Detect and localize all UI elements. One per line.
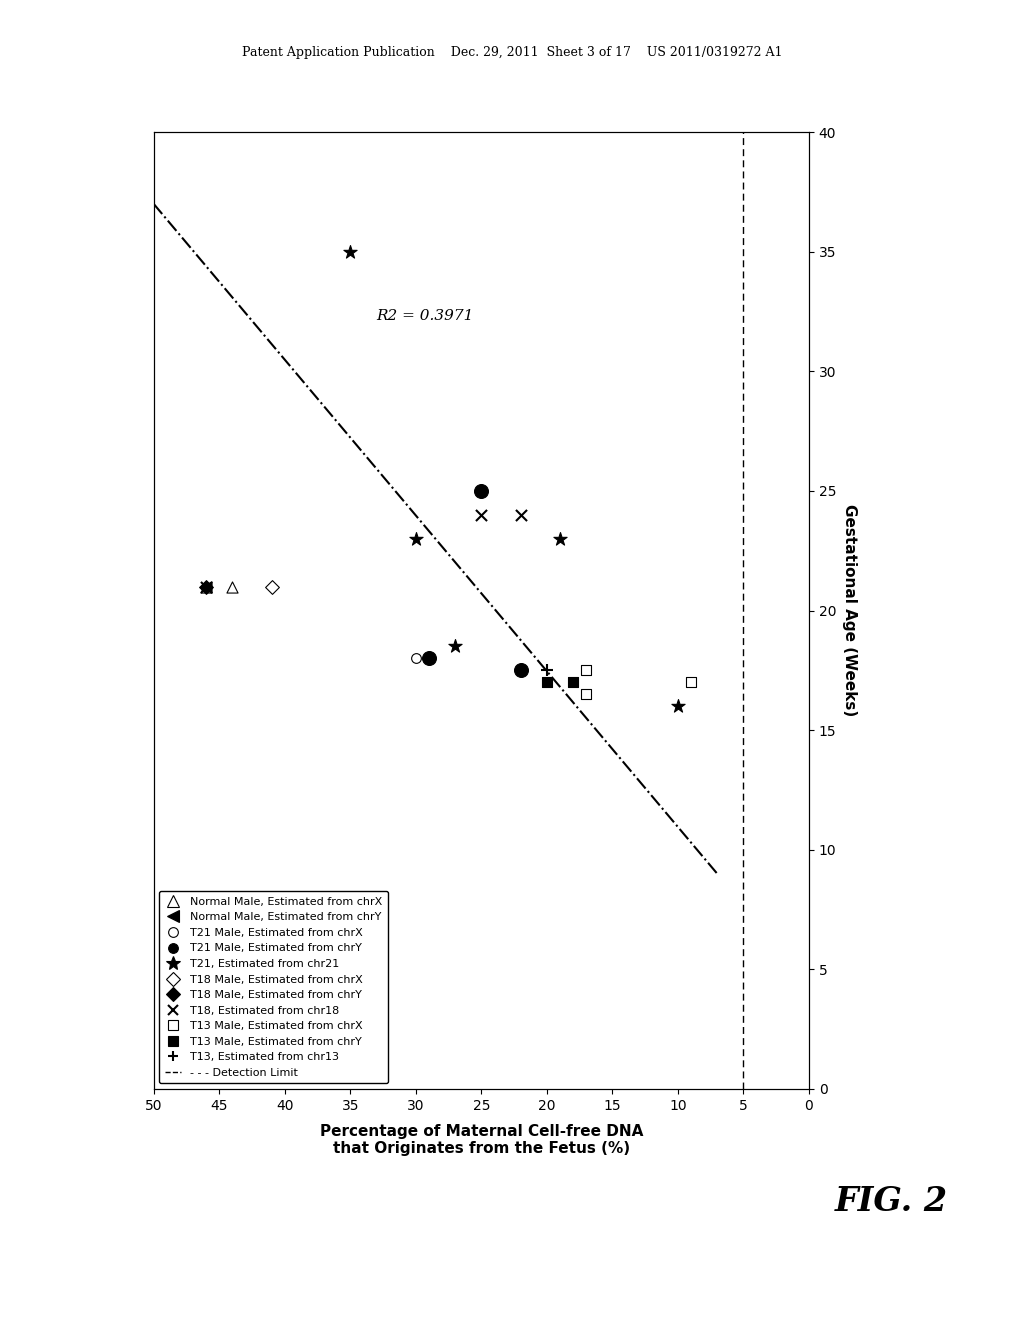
Point <box>512 660 528 681</box>
Text: Patent Application Publication    Dec. 29, 2011  Sheet 3 of 17    US 2011/031927: Patent Application Publication Dec. 29, … <box>242 46 782 59</box>
Point <box>198 576 214 597</box>
Point <box>198 576 214 597</box>
Point <box>578 684 594 705</box>
Point <box>224 576 241 597</box>
Point <box>683 672 699 693</box>
Point <box>408 528 424 549</box>
Point <box>552 528 568 549</box>
Point <box>473 480 489 502</box>
Point <box>198 576 214 597</box>
Point <box>421 648 437 669</box>
Point <box>473 504 489 525</box>
Text: R2 = 0.3971: R2 = 0.3971 <box>377 309 474 323</box>
Point <box>408 648 424 669</box>
Point <box>512 504 528 525</box>
Y-axis label: Gestational Age (Weeks): Gestational Age (Weeks) <box>842 504 857 717</box>
Legend: Normal Male, Estimated from chrX, Normal Male, Estimated from chrY, T21 Male, Es: Normal Male, Estimated from chrX, Normal… <box>159 891 388 1084</box>
X-axis label: Percentage of Maternal Cell-free DNA
that Originates from the Fetus (%): Percentage of Maternal Cell-free DNA tha… <box>319 1123 643 1156</box>
Point <box>565 672 582 693</box>
Point <box>539 660 555 681</box>
Point <box>263 576 280 597</box>
Point <box>539 672 555 693</box>
Point <box>446 636 463 657</box>
Point <box>342 242 358 263</box>
Point <box>578 660 594 681</box>
Text: FIG. 2: FIG. 2 <box>835 1185 947 1217</box>
Point <box>198 576 214 597</box>
Point <box>670 696 686 717</box>
